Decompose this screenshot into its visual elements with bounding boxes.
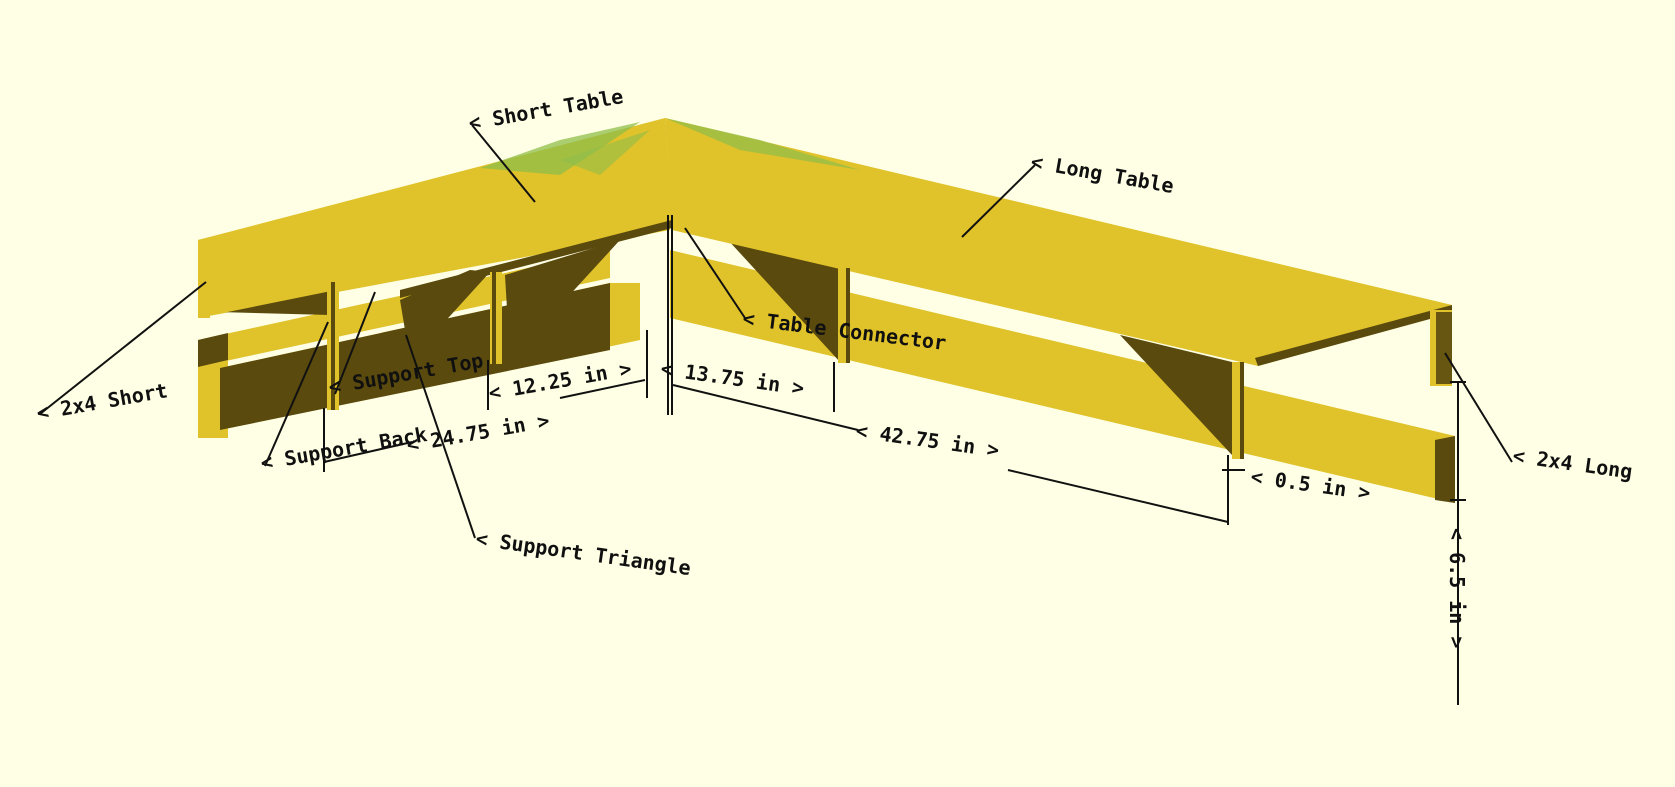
- label-long-table: < Long Table: [1029, 149, 1175, 198]
- label-support-back: < Support Back: [259, 422, 429, 475]
- dim-6-5: < 6.5 in >: [1445, 528, 1469, 648]
- leader-lines: [39, 124, 1513, 539]
- lower-2x4-long: [670, 250, 1455, 503]
- label-2x4-short: < 2x4 Short: [35, 378, 170, 425]
- table-connector: [400, 220, 672, 298]
- label-short-table: < Short Table: [467, 84, 625, 135]
- support-triangles: [400, 240, 1232, 455]
- dim-24-75: < 24.75 in >: [405, 408, 551, 457]
- label-2x4-long: < 2x4 Long: [1511, 443, 1634, 484]
- short-table-top: [198, 118, 672, 318]
- dim-42-75: < 42.75 in >: [854, 418, 1000, 462]
- label-support-triangle: < Support Triangle: [474, 526, 692, 580]
- dim-13-75: < 13.75 in >: [659, 356, 805, 400]
- long-table-top: [665, 118, 1452, 366]
- dimension-lines: [323, 215, 1466, 705]
- support-legs: [327, 268, 1452, 459]
